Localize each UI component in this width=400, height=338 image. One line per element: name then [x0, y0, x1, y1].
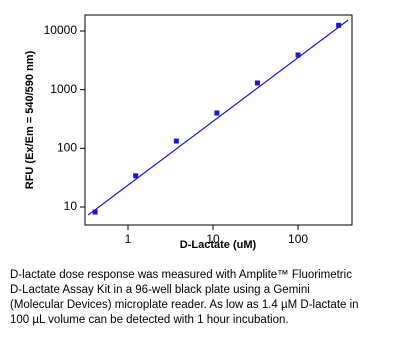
data-point: [254, 80, 260, 86]
caption-line: (Molecular Devices) microplate reader. A…: [10, 299, 359, 311]
x-tick-label: 1: [125, 232, 132, 246]
y-tick-label: 10: [64, 199, 78, 213]
caption-line: 100 µL volume can be detected with 1 hou…: [10, 314, 289, 326]
chart: D-Lactate (uM) RFU (Ex/Em = 540/590 nm) …: [24, 14, 353, 251]
caption: D-lactate dose response was measured wit…: [10, 268, 359, 328]
x-axis-title: D-Lactate (uM): [180, 239, 257, 251]
data-point: [336, 22, 342, 28]
data-point: [295, 52, 301, 58]
data-point: [133, 173, 139, 179]
x-tick-label: 100: [288, 232, 308, 246]
x-tick-label: 10: [206, 232, 220, 246]
plot-frame: [84, 14, 353, 226]
y-tick-label: 10000: [44, 23, 78, 37]
caption-line: D-Lactate Assay Kit in a 96-well black p…: [10, 284, 310, 296]
data-point: [92, 209, 98, 215]
caption-line: D-lactate dose response was measured wit…: [10, 269, 352, 281]
y-tick-label: 100: [57, 140, 77, 154]
data-point: [214, 110, 220, 116]
y-axis-title: RFU (Ex/Em = 540/590 nm): [24, 50, 36, 189]
data-point: [173, 138, 179, 144]
fit-line: [87, 19, 349, 216]
y-tick-label: 1000: [50, 82, 77, 96]
